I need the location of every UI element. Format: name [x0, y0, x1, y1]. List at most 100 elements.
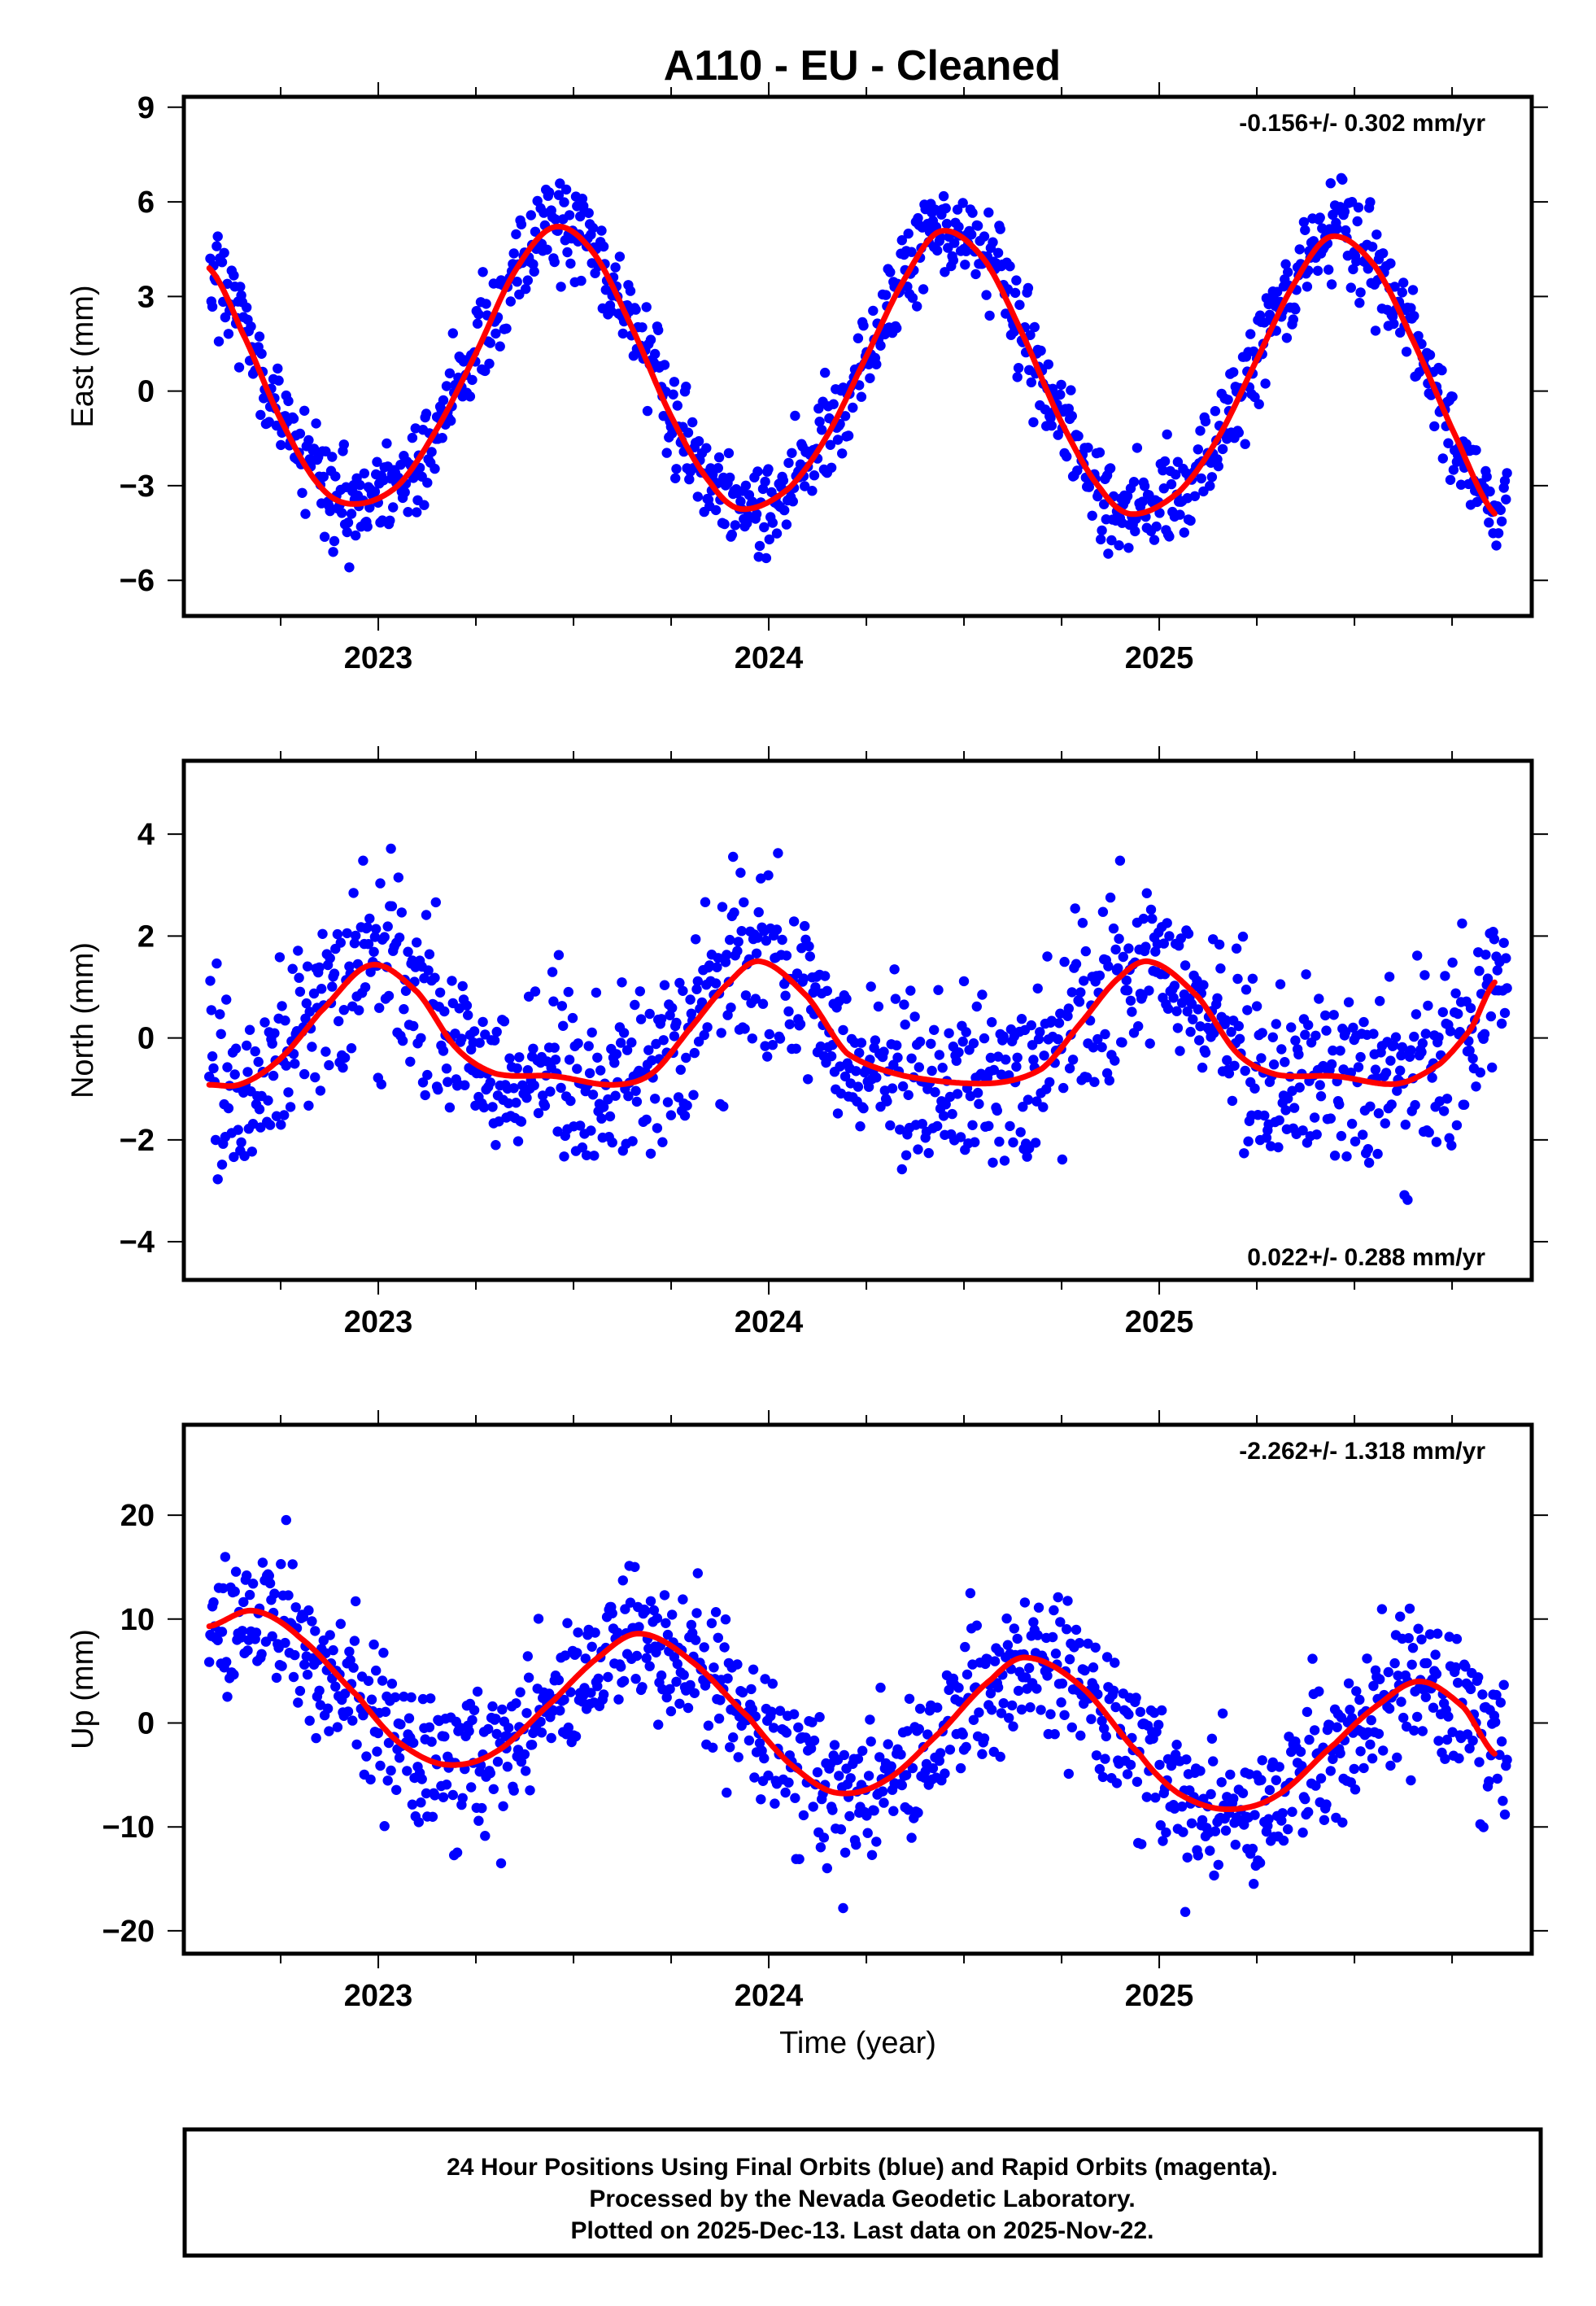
data-point: [325, 953, 335, 963]
data-point: [346, 509, 357, 519]
data-point: [613, 1627, 623, 1638]
data-point: [1424, 1127, 1434, 1138]
data-point: [689, 1047, 700, 1059]
data-point: [1118, 951, 1129, 963]
data-point: [368, 1639, 379, 1650]
data-point: [709, 1662, 719, 1673]
data-point: [1073, 430, 1084, 442]
data-point: [351, 930, 361, 941]
data-point: [728, 1732, 739, 1743]
data-point: [591, 987, 602, 998]
data-point: [1496, 1736, 1507, 1747]
data-point: [254, 331, 265, 342]
data-point: [1498, 937, 1509, 949]
data-point: [838, 1024, 848, 1036]
data-point: [424, 949, 435, 959]
data-point: [1026, 1020, 1037, 1031]
data-point: [257, 1557, 268, 1568]
data-point: [302, 1669, 313, 1680]
data-point: [746, 1684, 757, 1695]
data-point: [766, 1706, 777, 1717]
data-point: [1171, 469, 1181, 480]
data-point: [1384, 972, 1395, 982]
data-point: [631, 1096, 643, 1107]
y-tick-label: 4: [137, 818, 155, 852]
data-point: [937, 1063, 948, 1073]
data-point: [1417, 1726, 1428, 1736]
data-point: [1491, 1689, 1502, 1701]
data-point: [1367, 1753, 1378, 1764]
data-point: [238, 1087, 249, 1098]
data-point: [1375, 996, 1385, 1007]
data-point: [927, 1762, 939, 1774]
data-point: [511, 229, 521, 240]
data-point: [1072, 465, 1083, 476]
data-point: [616, 1037, 626, 1048]
data-point: [386, 1679, 398, 1689]
data-point: [671, 1017, 682, 1029]
data-point: [771, 528, 783, 539]
data-point: [1122, 985, 1133, 996]
data-point: [1407, 1643, 1419, 1653]
data-point: [264, 417, 274, 427]
data-point: [488, 1784, 499, 1794]
data-point: [424, 1722, 435, 1732]
data-point: [1053, 1018, 1065, 1029]
data-point: [239, 1151, 250, 1161]
data-point: [237, 1626, 248, 1636]
x-tick-label: 2023: [344, 641, 413, 675]
data-point: [667, 1002, 678, 1014]
data-point: [1453, 1008, 1463, 1020]
data-point: [560, 184, 572, 195]
data-point: [1314, 1686, 1324, 1697]
data-point: [603, 1094, 613, 1105]
data-point: [1432, 1628, 1443, 1639]
data-point: [1042, 951, 1053, 962]
north-rate-label: 0.022+/- 0.288 mm/yr: [1247, 1244, 1485, 1271]
data-point: [685, 994, 696, 1005]
data-point: [888, 1806, 899, 1816]
data-point: [983, 207, 994, 218]
data-point: [1172, 456, 1184, 467]
x-tick-label: 2023: [344, 1305, 413, 1339]
data-point: [457, 1793, 468, 1803]
data-point: [1437, 365, 1447, 376]
data-point: [631, 1650, 643, 1662]
data-point: [375, 1760, 386, 1771]
data-point: [944, 1745, 956, 1755]
north-panel: 2023 2024 2025 −4 −2 0 2 4 North (mm) 0.022+/- 0.…: [66, 746, 1548, 1339]
data-point: [1019, 1597, 1031, 1608]
data-point: [832, 435, 844, 445]
data-point: [1276, 1044, 1287, 1055]
data-point: [277, 1001, 287, 1011]
data-point: [1245, 329, 1256, 339]
data-point: [642, 405, 653, 417]
data-point: [968, 1038, 979, 1049]
data-point: [1309, 1112, 1320, 1123]
data-point: [957, 1729, 968, 1740]
data-point: [837, 448, 848, 459]
data-point: [843, 430, 854, 441]
data-point: [1044, 1077, 1055, 1088]
data-point: [759, 522, 770, 533]
data-point: [426, 447, 437, 457]
data-point: [466, 1782, 477, 1793]
data-point: [1079, 976, 1089, 986]
data-point: [1172, 1023, 1184, 1033]
data-point: [1176, 1802, 1188, 1812]
data-point: [691, 984, 702, 994]
data-point: [1171, 1006, 1182, 1016]
data-point: [1294, 1082, 1305, 1093]
data-point: [747, 1033, 757, 1044]
data-point: [1014, 299, 1025, 310]
data-point: [932, 1702, 943, 1713]
data-point: [1431, 1669, 1442, 1679]
data-point: [733, 1752, 743, 1762]
data-point: [979, 1033, 990, 1044]
data-point: [267, 1038, 277, 1049]
data-point: [1045, 1709, 1056, 1719]
data-point: [940, 1768, 950, 1779]
data-point: [1154, 1759, 1165, 1771]
data-point: [1303, 1020, 1314, 1031]
data-point: [659, 980, 670, 990]
